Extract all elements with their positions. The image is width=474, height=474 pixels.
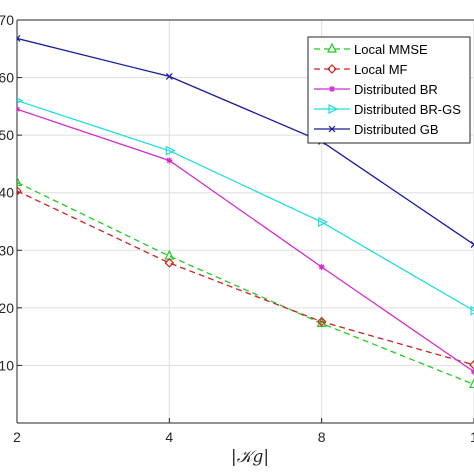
- series-point: [17, 106, 20, 113]
- series-point: [469, 378, 474, 389]
- y-tick-label: 10: [0, 357, 14, 373]
- series-point: [318, 217, 329, 228]
- series-point: [164, 258, 175, 268]
- series-line: [17, 181, 474, 386]
- series-point: [17, 97, 24, 104]
- legend: Local MMSE Local MF Distributed BR Distribu…: [307, 36, 471, 144]
- series-point: [165, 72, 173, 80]
- legend-label: Distributed BR-GS: [354, 102, 461, 117]
- series-line: [17, 108, 474, 373]
- y-tick-label: 50: [0, 127, 14, 143]
- series-point: [318, 263, 325, 270]
- series-point: [469, 360, 474, 370]
- x-tick-label: 8: [318, 429, 326, 445]
- series-point: [316, 316, 327, 327]
- legend-box: [307, 36, 471, 144]
- series-point: [17, 186, 22, 196]
- series-line: [17, 99, 474, 312]
- x-tick-label: 2: [13, 429, 21, 445]
- series-point: [17, 176, 22, 186]
- series-point: [166, 157, 173, 164]
- x-axis-label: |𝒦g|: [231, 447, 269, 467]
- legend-marker: [328, 104, 339, 114]
- legend-marker: [328, 125, 336, 133]
- legend-marker: [327, 64, 337, 74]
- series-point: [165, 145, 176, 156]
- x-tick-label: 4: [165, 429, 173, 445]
- series-line: [17, 190, 474, 366]
- y-tick-label: 60: [0, 70, 14, 86]
- series-point: [17, 34, 21, 42]
- legend-marker: [329, 86, 335, 92]
- legend-label: Distributed GB: [354, 122, 439, 137]
- y-tick-label: 70: [0, 12, 14, 28]
- legend-label: Local MMSE: [354, 42, 428, 57]
- y-tick-label: 40: [0, 185, 14, 201]
- axes: 2 4 8 1 10 20 30 40 50 60 70: [0, 12, 474, 445]
- x-tick-label: 1: [470, 429, 474, 445]
- y-tick-label: 20: [0, 300, 14, 316]
- series-group: [17, 34, 474, 389]
- y-tick-label: 30: [0, 242, 14, 258]
- legend-label: Local MF: [354, 62, 408, 77]
- series-point: [470, 241, 474, 248]
- series-line: [17, 37, 474, 246]
- legend-marker: [327, 42, 337, 53]
- legend-label: Distributed BR: [354, 82, 438, 97]
- series-point: [470, 305, 474, 316]
